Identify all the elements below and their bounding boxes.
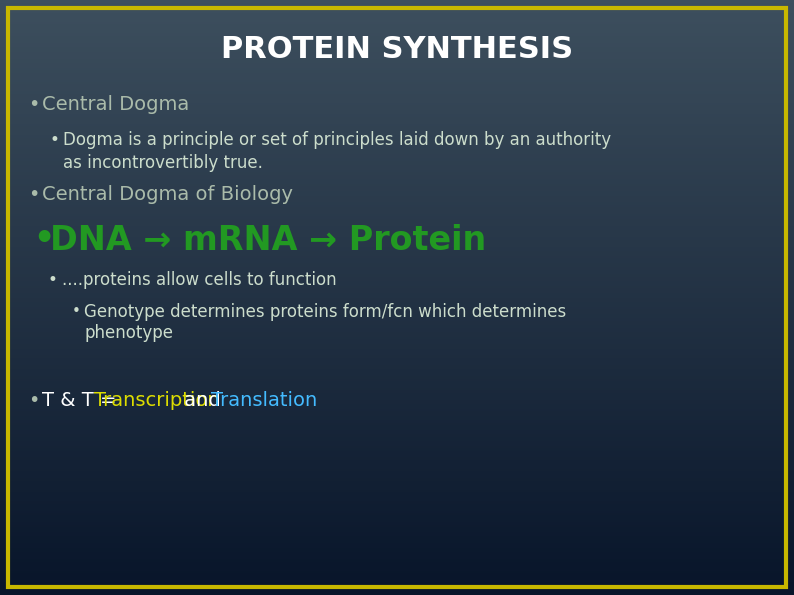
Text: •: • [33,224,54,256]
Text: •: • [28,96,40,114]
Text: Translation: Translation [211,390,318,409]
Text: •: • [50,131,60,149]
Text: •: • [28,390,40,409]
Text: Central Dogma: Central Dogma [42,96,189,114]
Text: Dogma is a principle or set of principles laid down by an authority: Dogma is a principle or set of principle… [63,131,611,149]
Text: •: • [48,271,58,289]
Text: as incontrovertibly true.: as incontrovertibly true. [63,154,263,172]
Text: •: • [72,305,81,320]
Text: DNA → mRNA → Protein: DNA → mRNA → Protein [50,224,486,256]
Text: ....proteins allow cells to function: ....proteins allow cells to function [62,271,337,289]
Text: and: and [179,390,228,409]
Text: Central Dogma of Biology: Central Dogma of Biology [42,186,293,205]
Text: Transcription: Transcription [94,390,220,409]
Text: PROTEIN SYNTHESIS: PROTEIN SYNTHESIS [221,36,573,64]
Text: phenotype: phenotype [84,324,173,342]
Text: T & T =: T & T = [42,390,123,409]
Text: Genotype determines proteins form/fcn which determines: Genotype determines proteins form/fcn wh… [84,303,566,321]
Text: •: • [28,186,40,205]
